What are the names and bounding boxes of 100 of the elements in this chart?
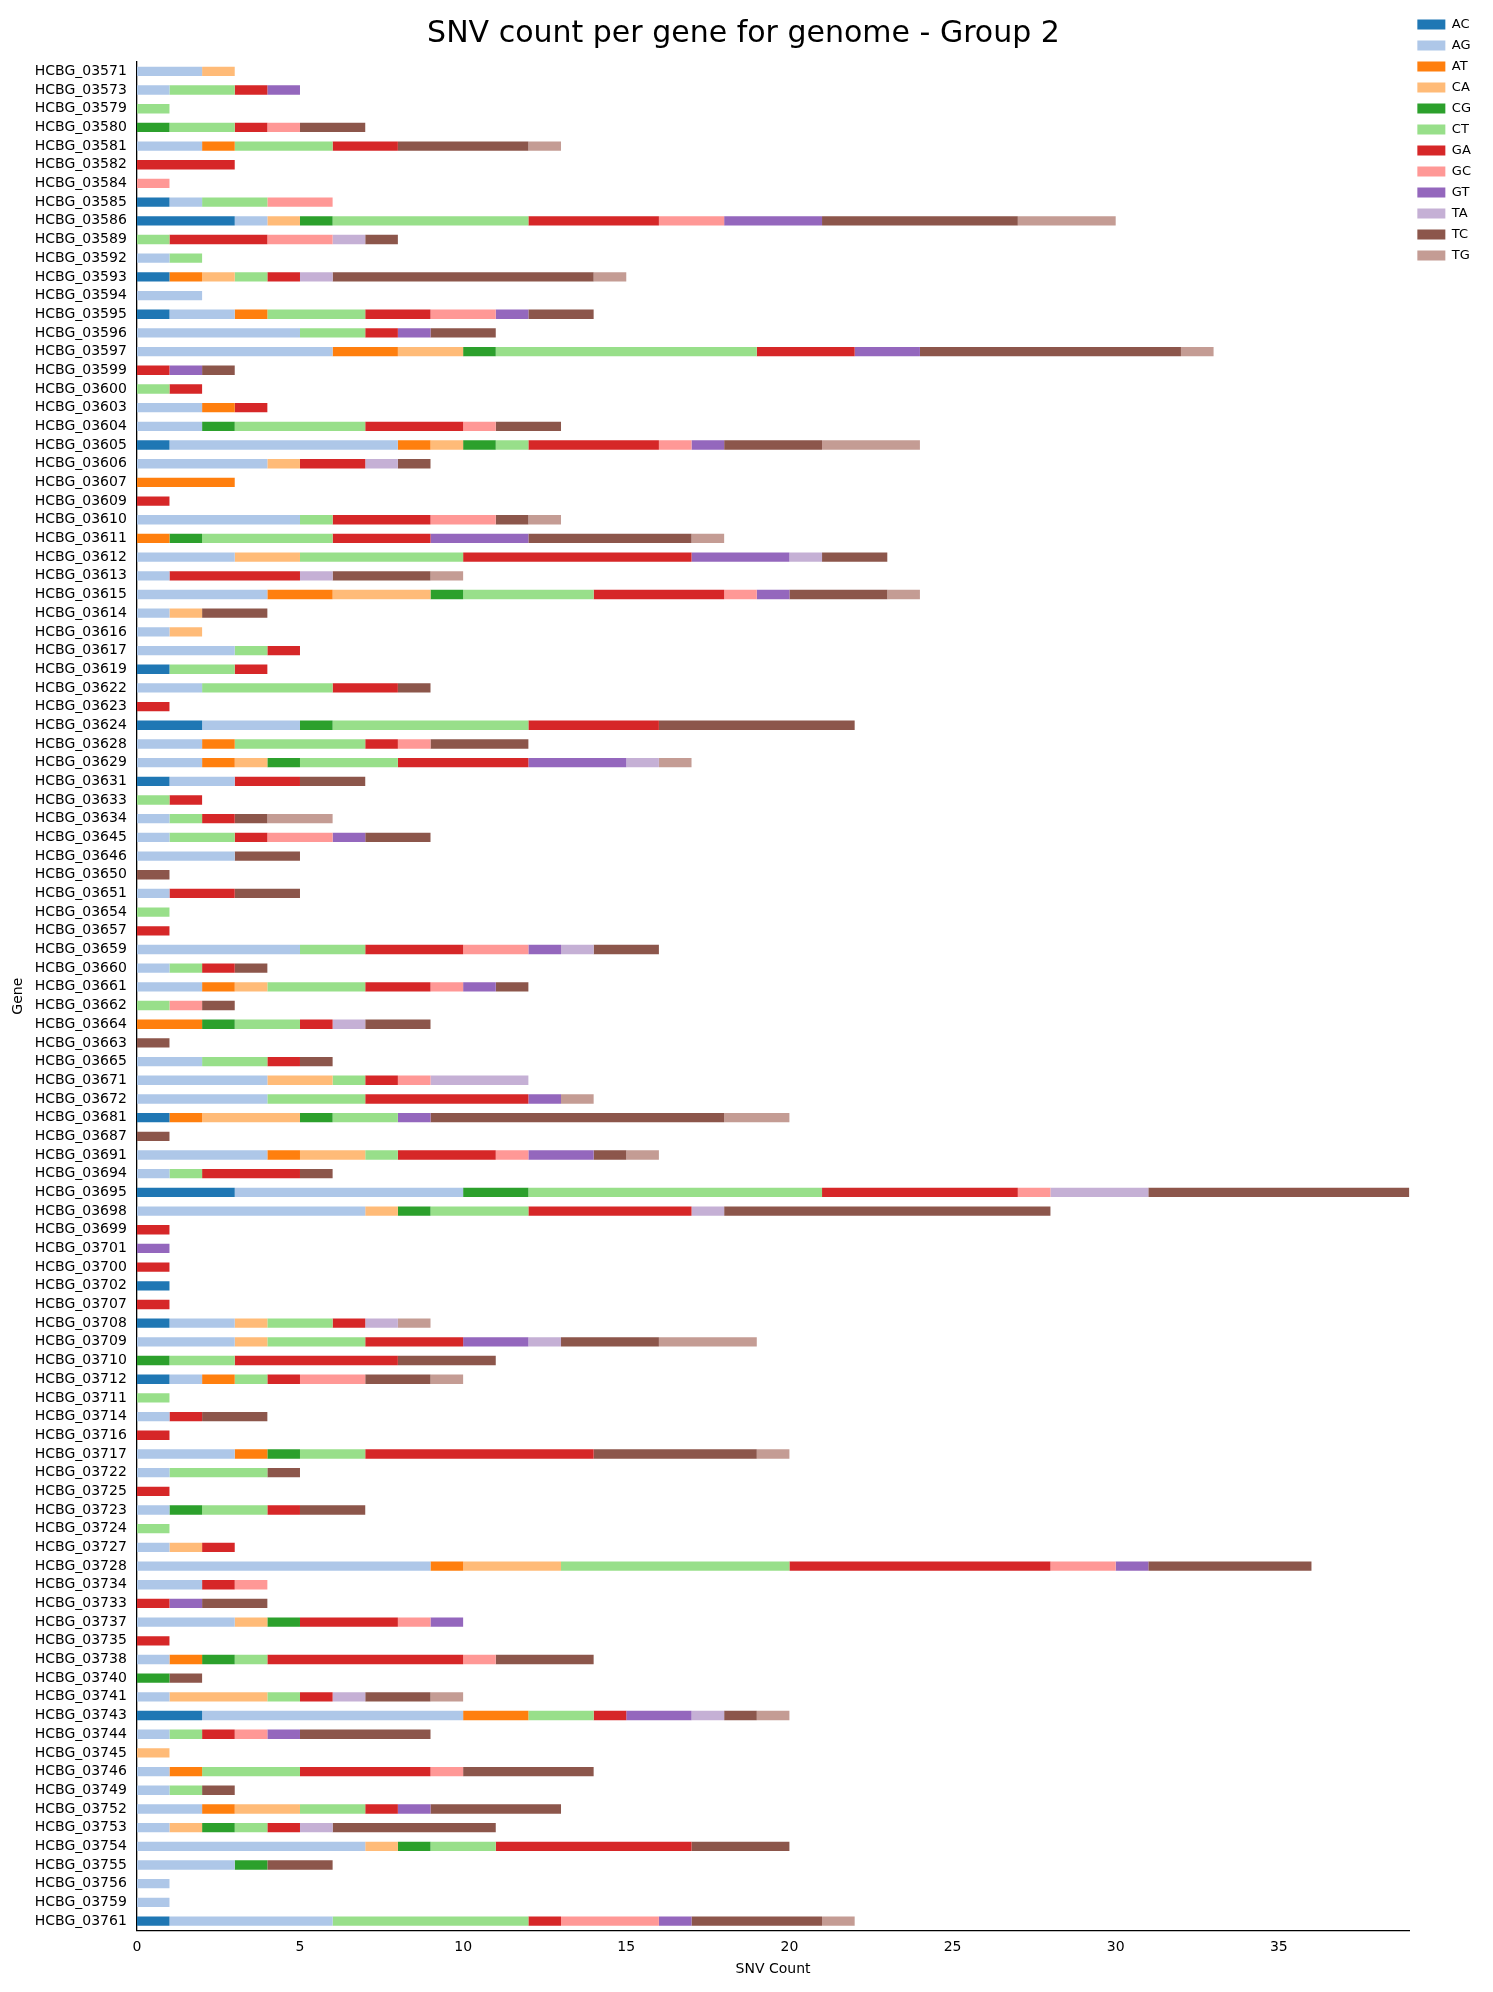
y-tick-label: HCBG_03579 <box>34 99 127 116</box>
bar <box>202 365 235 375</box>
bar <box>169 776 235 787</box>
bar <box>528 1206 692 1216</box>
y-tick-label: HCBG_03691 <box>34 1145 127 1162</box>
bar <box>430 440 464 450</box>
bar <box>234 1187 464 1198</box>
bar <box>234 739 366 749</box>
y-tick-label: HCBG_03661 <box>34 977 127 994</box>
bar <box>136 365 170 375</box>
bar <box>593 944 659 955</box>
bar <box>169 122 235 133</box>
bar <box>202 814 235 824</box>
bar <box>136 421 203 432</box>
y-tick-label: HCBG_03631 <box>34 771 127 788</box>
bar <box>234 664 268 674</box>
bar <box>299 720 333 730</box>
bar <box>299 1617 398 1627</box>
bar <box>561 1916 659 1926</box>
bar <box>202 533 333 544</box>
bar <box>202 683 333 693</box>
bar <box>169 608 203 618</box>
bar <box>756 1449 790 1459</box>
bar <box>822 440 920 450</box>
bar <box>365 1318 398 1328</box>
bar <box>658 720 855 730</box>
bar <box>234 1654 268 1665</box>
bar <box>136 309 170 319</box>
bar <box>430 1075 529 1085</box>
bar <box>267 216 300 226</box>
y-tick-label: HCBG_03610 <box>34 510 127 527</box>
y-tick-label: HCBG_03597 <box>34 342 127 359</box>
bar <box>136 160 235 170</box>
y-tick-label: HCBG_03609 <box>34 491 127 508</box>
bar <box>495 1654 594 1665</box>
bar <box>593 589 725 600</box>
y-tick-label: HCBG_03723 <box>34 1500 127 1517</box>
y-tick-label: HCBG_03759 <box>34 1893 127 1910</box>
bar <box>202 1056 268 1067</box>
bar <box>136 552 235 562</box>
bar <box>299 1374 366 1384</box>
bar <box>658 757 692 768</box>
bar <box>430 571 464 581</box>
bar <box>267 1094 366 1104</box>
bar <box>332 683 398 693</box>
bar <box>528 1916 562 1926</box>
bar <box>267 459 300 469</box>
bar <box>136 814 170 824</box>
bar <box>332 571 431 581</box>
bar <box>267 1505 300 1515</box>
bar <box>365 1692 431 1702</box>
bar <box>136 346 333 357</box>
bar <box>136 739 203 749</box>
y-tick-label: HCBG_03728 <box>34 1556 127 1573</box>
bar <box>724 1710 757 1721</box>
y-tick-label: HCBG_03671 <box>34 1070 127 1087</box>
bar <box>365 1449 594 1459</box>
bar <box>463 589 594 600</box>
bar <box>136 515 300 525</box>
bar <box>1050 1561 1116 1571</box>
bar <box>136 1897 170 1908</box>
bar <box>136 963 170 973</box>
bar <box>1148 1561 1312 1571</box>
bar <box>169 272 203 282</box>
bar <box>430 1692 464 1702</box>
bar <box>1017 216 1116 226</box>
bar <box>365 421 464 432</box>
bar <box>561 1561 790 1571</box>
bar <box>267 1056 300 1067</box>
bar <box>463 1766 594 1777</box>
bar <box>202 402 235 413</box>
bar <box>267 122 300 133</box>
bar <box>495 1841 692 1851</box>
bar <box>365 309 431 319</box>
legend-label: GT <box>1451 183 1470 199</box>
bar <box>136 1692 170 1702</box>
bar <box>136 122 170 133</box>
bar <box>136 608 170 618</box>
bar <box>234 832 268 843</box>
y-tick-label: HCBG_03663 <box>34 1033 127 1050</box>
bar <box>136 1617 235 1627</box>
bar <box>234 1019 300 1029</box>
bar <box>299 1150 366 1160</box>
bar <box>887 589 920 600</box>
y-tick-label: HCBG_03700 <box>34 1257 127 1274</box>
x-tick-label: 0 <box>132 1938 142 1955</box>
bar <box>136 1038 170 1048</box>
bar <box>136 1430 170 1440</box>
y-tick-label: HCBG_03589 <box>34 230 127 247</box>
y-tick-label: HCBG_03714 <box>34 1407 127 1424</box>
bar <box>430 589 464 600</box>
bar <box>234 814 268 824</box>
bar <box>136 1393 170 1403</box>
y-tick-label: HCBG_03586 <box>34 211 127 228</box>
bar <box>234 963 268 973</box>
y-tick-label: HCBG_03743 <box>34 1706 127 1723</box>
y-tick-label: HCBG_03761 <box>34 1911 127 1928</box>
bar <box>854 346 920 357</box>
bar <box>332 234 366 245</box>
bar <box>365 234 398 245</box>
